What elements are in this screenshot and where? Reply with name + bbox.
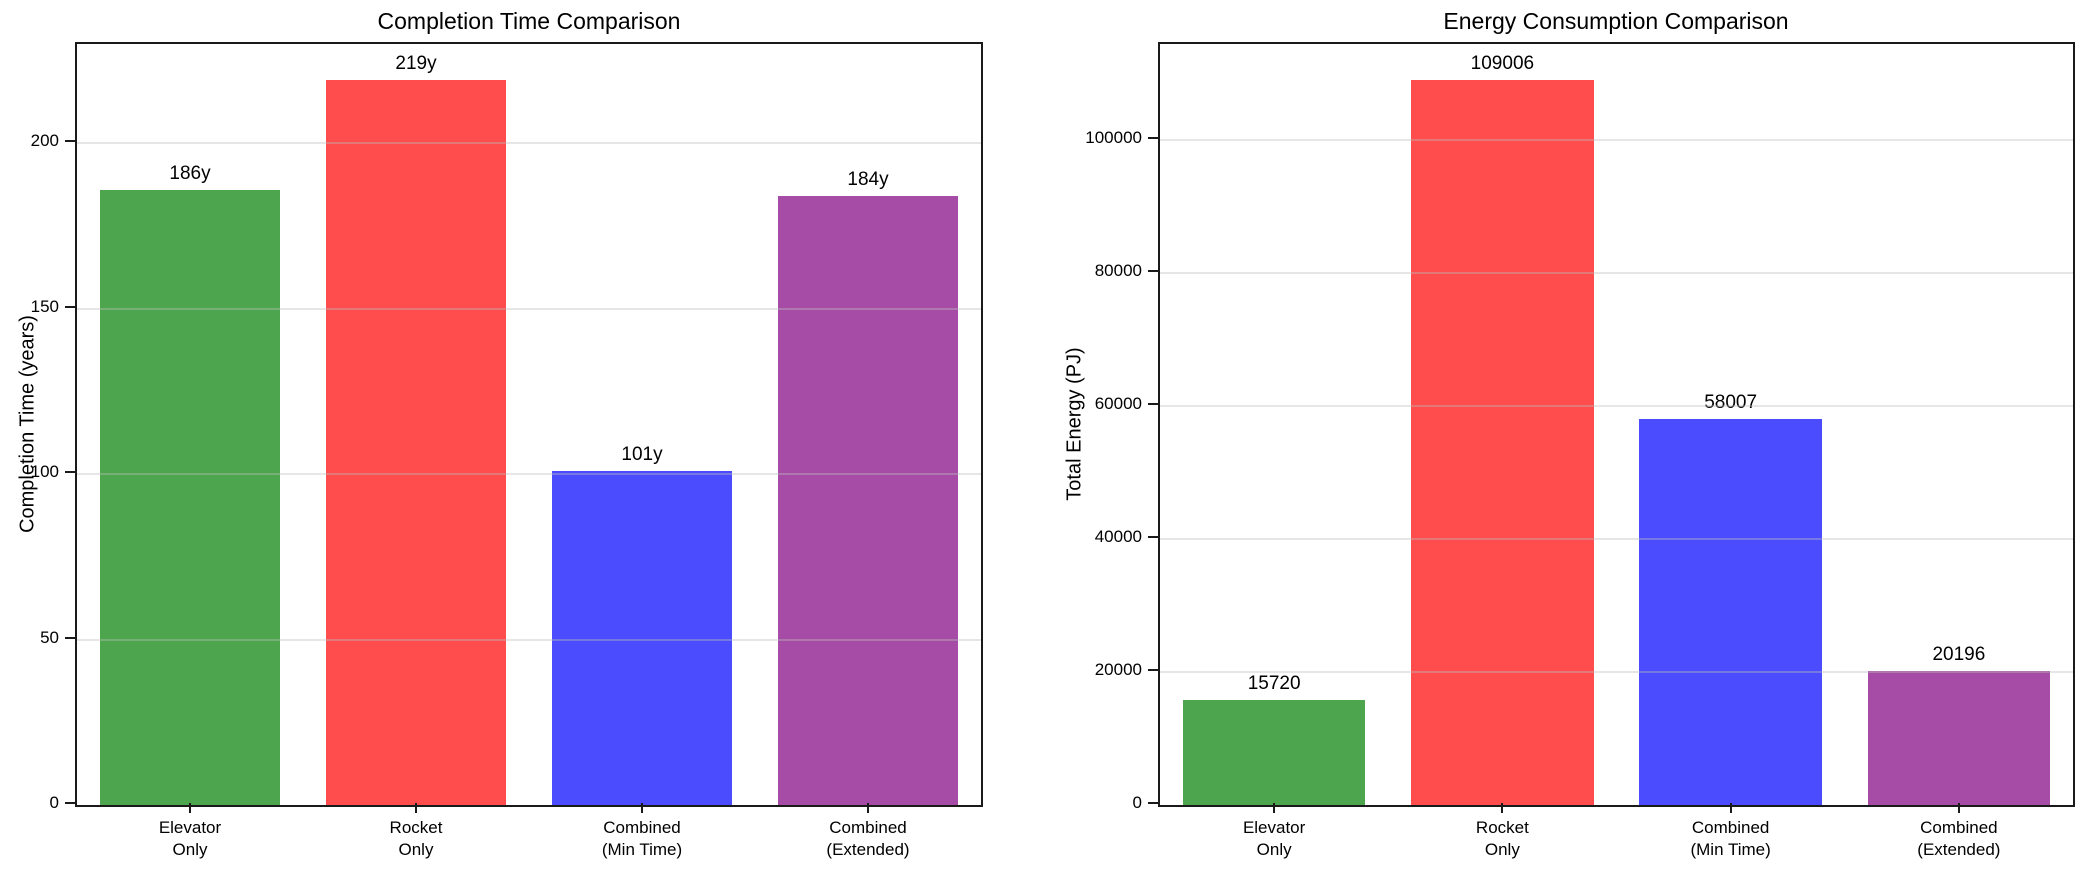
completion-chart-plot-area: 186y Elevator Only 219y Rocket Only 101y Combin… (31, 42, 983, 859)
x-tick-mark (1729, 803, 1732, 813)
y-tick-label: 40000 (1094, 527, 1142, 547)
x-tick-mark (641, 803, 643, 813)
y-tick-mark (1148, 403, 1158, 406)
y-tick-mark (1148, 270, 1158, 273)
y-tick-mark (65, 636, 75, 639)
y-tick-label: 50 (40, 627, 59, 647)
x-tick-mark (1273, 803, 1276, 813)
bar-value-label: 186y (169, 162, 211, 184)
bar-value-label: 219y (395, 53, 437, 75)
y-tick-mark (65, 140, 75, 143)
bar-value-label: 109006 (1470, 53, 1535, 75)
bar-rocket-only (325, 80, 507, 805)
x-tick-label: Combined (Extended) (1917, 818, 2001, 859)
gridline (1160, 405, 2073, 408)
x-tick-mark (1501, 803, 1504, 813)
gridline (1160, 272, 2073, 275)
x-tick-mark (1957, 803, 1960, 813)
x-tick-mark (867, 803, 869, 813)
y-tick-label: 200 (30, 131, 59, 151)
y-tick-label: 0 (1132, 793, 1142, 812)
completion-chart-title: Completion Time Comparison (377, 8, 681, 34)
y-tick-label: 100 (30, 462, 59, 482)
y-tick-mark (65, 305, 75, 308)
bar-combined-extended (777, 196, 959, 805)
gridline (1160, 139, 2073, 142)
x-tick-mark (415, 803, 417, 813)
x-tick-label: Rocket Only (1475, 818, 1529, 859)
bar-value-label: 101y (621, 443, 663, 465)
y-tick-mark (1148, 669, 1158, 672)
bar-combined-min-time (551, 470, 733, 805)
bar-value-label: 58007 (1704, 392, 1758, 414)
bar-elevator-only (99, 189, 281, 805)
gridline (77, 142, 981, 145)
y-tick-mark (65, 471, 75, 474)
bar-combined-extended (1867, 670, 2051, 805)
y-tick-mark (65, 802, 75, 804)
x-tick-label: Elevator Only (158, 818, 222, 859)
bar-elevator-only (1182, 700, 1366, 805)
completion-chart-y-axis-label: Completion Time (years) (16, 315, 39, 533)
bar-value-label: 15720 (1247, 673, 1301, 695)
x-tick-label: Rocket Only (389, 818, 443, 859)
x-tick-label: Combined (Extended) (826, 818, 910, 859)
y-tick-mark (1148, 802, 1158, 804)
x-tick-label: Combined (Min Time) (601, 818, 683, 859)
bar-value-label: 184y (847, 169, 889, 191)
y-tick-label: 150 (30, 296, 59, 316)
gridline (1160, 538, 2073, 541)
energy-chart-title: Energy Consumption Comparison (1443, 8, 1789, 34)
x-tick-label: Elevator Only (1242, 818, 1306, 859)
y-tick-label: 20000 (1094, 660, 1142, 680)
y-tick-label: 0 (49, 793, 59, 812)
y-tick-label: 60000 (1094, 394, 1142, 414)
y-tick-label: 80000 (1094, 261, 1142, 281)
y-tick-mark (1148, 137, 1158, 140)
x-tick-mark (189, 803, 191, 813)
y-tick-mark (1148, 536, 1158, 539)
bar-combined-min-time (1639, 419, 1822, 805)
x-tick-label: Combined (Min Time) (1690, 818, 1771, 859)
y-tick-label: 100000 (1085, 128, 1142, 148)
bar-value-label: 20196 (1932, 643, 1986, 665)
energy-chart-plot-area: 15720 Elevator Only 109006 Rocket Only 58007 Co… (1085, 42, 2075, 859)
bar-rocket-only (1411, 80, 1594, 805)
energy-chart-y-axis-label: Total Energy (PJ) (1063, 347, 1086, 501)
